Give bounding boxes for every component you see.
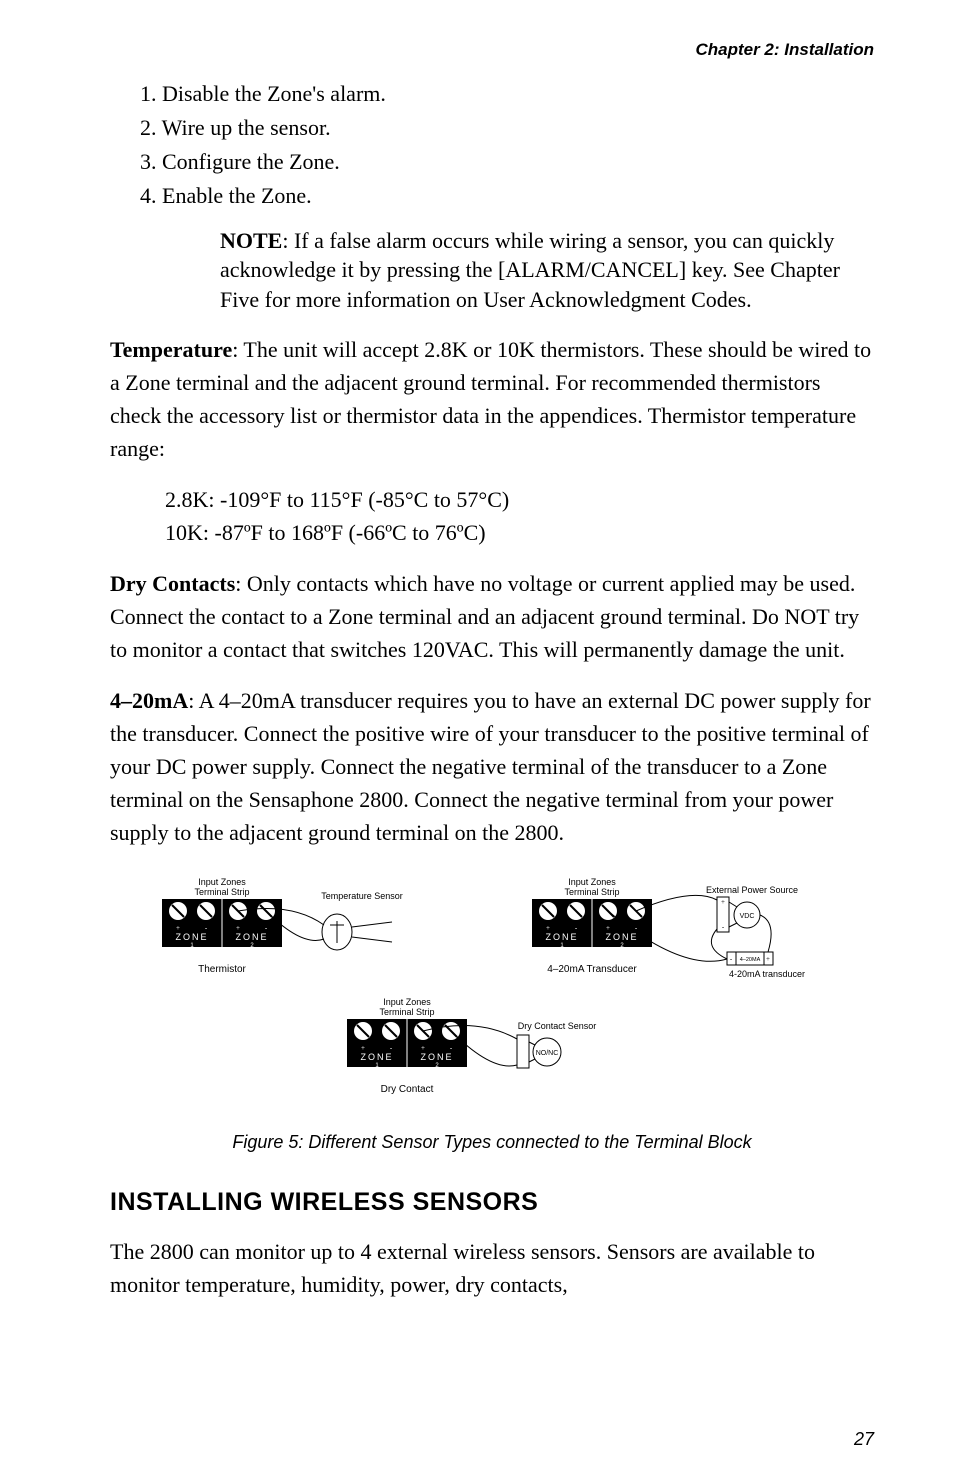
- svg-text:Dry Contact: Dry Contact: [381, 1084, 434, 1095]
- svg-text:4–20mA Transducer: 4–20mA Transducer: [547, 964, 637, 975]
- svg-text:-: -: [730, 955, 733, 963]
- note-block: NOTE: If a false alarm occurs while wiri…: [220, 226, 844, 315]
- ma-body: : A 4–20mA transducer requires you to ha…: [110, 688, 871, 845]
- svg-text:Input Zones: Input Zones: [383, 997, 431, 1007]
- svg-text:+: +: [721, 898, 725, 906]
- figure-5: Input Zones Terminal Strip + - + - ZONE …: [110, 867, 874, 1122]
- temperature-para: Temperature: The unit will accept 2.8K o…: [110, 333, 874, 465]
- svg-text:4-20mA transducer: 4-20mA transducer: [729, 969, 805, 979]
- svg-text:-: -: [722, 923, 725, 931]
- svg-text:+: +: [606, 924, 610, 932]
- svg-text:Dry Contact Sensor: Dry Contact Sensor: [518, 1021, 597, 1031]
- range-2: 10K: -87ºF to 168ºF (-66ºC to 76ºC): [165, 516, 874, 549]
- note-text: : If a false alarm occurs while wiring a…: [220, 228, 840, 312]
- svg-text:External Power Source: External Power Source: [706, 885, 798, 895]
- note-label: NOTE: [220, 228, 282, 253]
- svg-text:ZONE: ZONE: [235, 932, 268, 942]
- svg-text:Terminal Strip: Terminal Strip: [379, 1007, 434, 1017]
- closing-para: The 2800 can monitor up to 4 external wi…: [110, 1235, 874, 1301]
- drycontacts-para: Dry Contacts: Only contacts which have n…: [110, 567, 874, 666]
- svg-text:+: +: [236, 924, 240, 932]
- svg-text:Temperature Sensor: Temperature Sensor: [321, 891, 403, 901]
- step-4: 4. Enable the Zone.: [140, 180, 874, 212]
- svg-text:ZONE: ZONE: [360, 1052, 393, 1062]
- svg-text:VDC: VDC: [740, 913, 755, 920]
- ma-label: 4–20mA: [110, 688, 188, 713]
- svg-text:ZONE: ZONE: [420, 1052, 453, 1062]
- svg-text:+: +: [421, 1044, 425, 1052]
- svg-text:+: +: [766, 955, 770, 963]
- svg-text:+: +: [176, 924, 180, 932]
- range-1: 2.8K: -109°F to 115°F (-85°C to 57°C): [165, 483, 874, 516]
- svg-text:Terminal Strip: Terminal Strip: [194, 887, 249, 897]
- step-3: 3. Configure the Zone.: [140, 146, 874, 178]
- svg-text:Input Zones: Input Zones: [568, 877, 616, 887]
- drycontacts-label: Dry Contacts: [110, 571, 235, 596]
- svg-text:4–20MA: 4–20MA: [740, 957, 761, 963]
- temperature-label: Temperature: [110, 337, 232, 362]
- svg-text:Terminal Strip: Terminal Strip: [564, 887, 619, 897]
- svg-text:NO/NC: NO/NC: [536, 1050, 559, 1057]
- svg-text:ZONE: ZONE: [175, 932, 208, 942]
- svg-text:+: +: [546, 924, 550, 932]
- figure-caption: Figure 5: Different Sensor Types connect…: [110, 1132, 874, 1153]
- svg-text:Thermistor: Thermistor: [198, 964, 246, 975]
- svg-text:ZONE: ZONE: [545, 932, 578, 942]
- svg-text:ZONE: ZONE: [605, 932, 638, 942]
- page-number: 27: [854, 1429, 874, 1450]
- range-block: 2.8K: -109°F to 115°F (-85°C to 57°C) 10…: [165, 483, 874, 549]
- section-heading: INSTALLING WIRELESS SENSORS: [110, 1188, 874, 1217]
- ma-para: 4–20mA: A 4–20mA transducer requires you…: [110, 684, 874, 849]
- step-2: 2. Wire up the sensor.: [140, 112, 874, 144]
- svg-text:+: +: [361, 1044, 365, 1052]
- step-1: 1. Disable the Zone's alarm.: [140, 78, 874, 110]
- chapter-header: Chapter 2: Installation: [110, 40, 874, 60]
- svg-text:Input Zones: Input Zones: [198, 877, 246, 887]
